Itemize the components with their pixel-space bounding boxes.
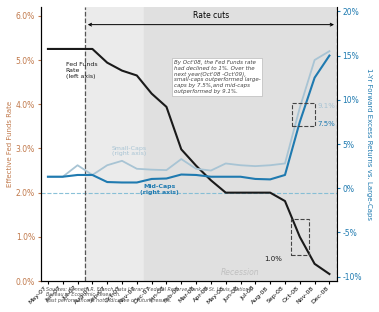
Bar [291, 219, 309, 255]
Text: 9.1%: 9.1% [318, 103, 335, 109]
Text: Mid-Caps
(right axis): Mid-Caps (right axis) [140, 184, 179, 195]
Text: Small-Caps
(right axis): Small-Caps (right axis) [112, 146, 147, 156]
Text: Sources: Kenneth R. French Data Library, Federal Reserve Bank of St. Louis, Nati: Sources: Kenneth R. French Data Library,… [47, 287, 254, 303]
Text: By Oct'08, the Fed Funds rate
had declined to 1%. Over the
next year(Oct'08 -Oct: By Oct'08, the Fed Funds rate had declin… [174, 60, 261, 94]
Text: Fed Funds
Rate
(left axis): Fed Funds Rate (left axis) [66, 62, 97, 79]
Text: Rate cuts: Rate cuts [193, 11, 229, 20]
Y-axis label: 1-Yr Forward Excess Returns vs. Large-Caps: 1-Yr Forward Excess Returns vs. Large-Ca… [366, 68, 372, 220]
Bar [292, 103, 315, 126]
Text: 7.5%: 7.5% [318, 121, 335, 127]
Text: Recession: Recession [221, 268, 260, 277]
Y-axis label: Effective Fed Funds Rate: Effective Fed Funds Rate [7, 101, 13, 187]
Text: 1.0%: 1.0% [264, 256, 282, 262]
Bar [144, 7, 337, 281]
Bar [85, 7, 337, 281]
